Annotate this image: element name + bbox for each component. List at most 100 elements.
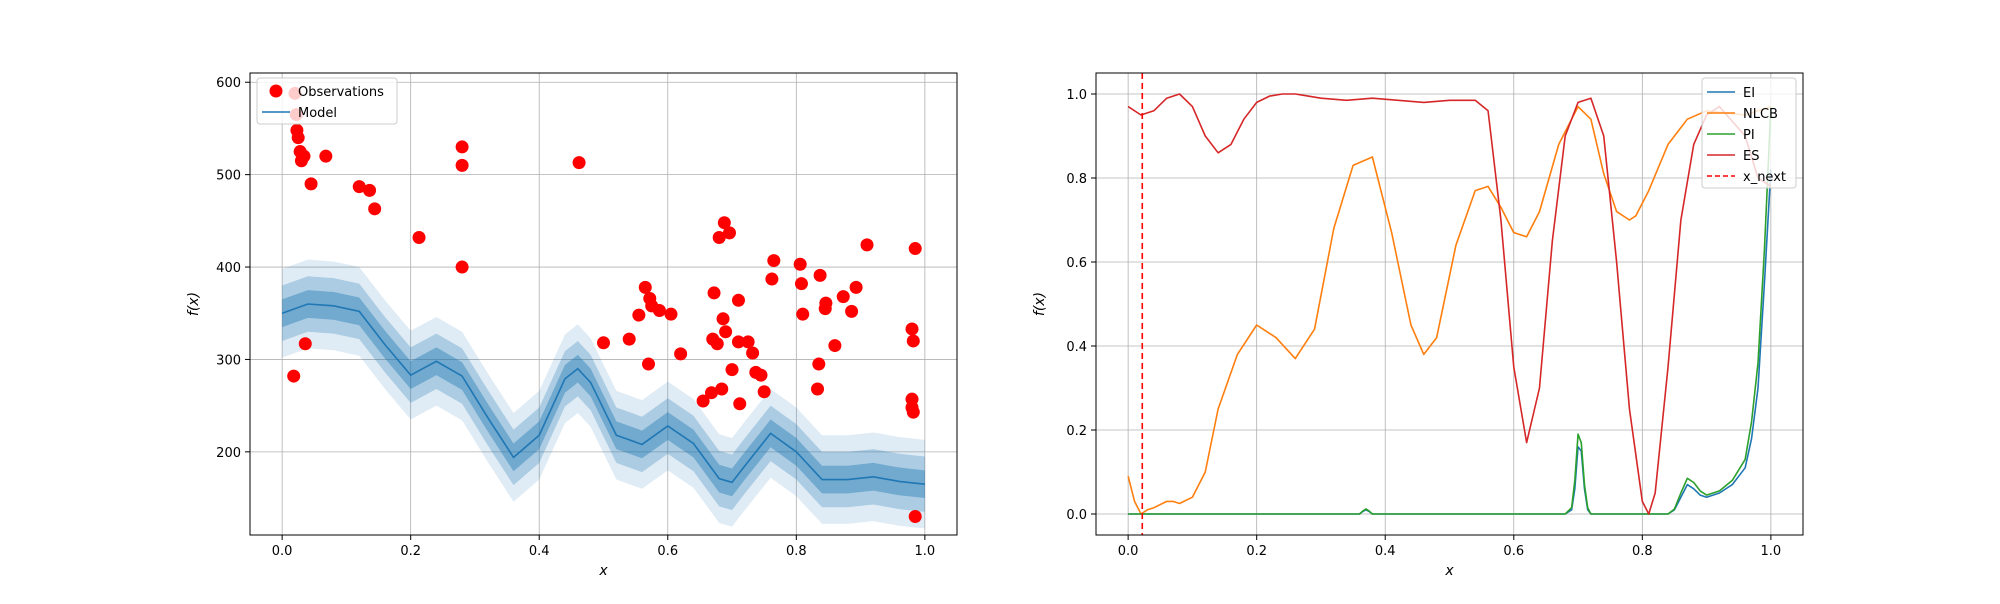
x-tick-label: 0.2 [1246, 544, 1267, 559]
y-axis-label: f(x) [1032, 292, 1048, 316]
observation-point [908, 242, 922, 256]
legend-label-es: ES [1743, 149, 1759, 164]
y-axis-label: f(x) [186, 292, 202, 316]
observation-point [765, 272, 779, 286]
y-tick-label: 500 [216, 169, 241, 184]
legend-label-observations: Observations [298, 85, 384, 100]
observation-point [597, 336, 610, 350]
axes-frame [1095, 72, 1804, 536]
observation-point [652, 303, 666, 317]
observation-point [455, 260, 469, 274]
x-tick-label: 1.0 [1761, 544, 1782, 559]
x-tick-label: 0.0 [272, 544, 293, 559]
observation-point [725, 363, 739, 377]
observation-point [641, 357, 655, 371]
right-plot-acquisition-functions: 0.0 0.2 0.4 0.6 0.8 1.0 0.0 0.2 0.4 0.6 0.8 1.0 x f(x… [1032, 72, 1804, 579]
observation-point [638, 280, 652, 294]
observation-point [754, 368, 768, 382]
legend-marker-observations [269, 84, 283, 98]
axes-frame [249, 72, 958, 536]
series-line-ei [1128, 169, 1772, 515]
legend-label-pi: PI [1743, 128, 1755, 143]
observation-point [793, 257, 807, 271]
observation-point [710, 337, 724, 351]
observation-point [860, 238, 874, 252]
left-plot-gp-model: 0.0 0.2 0.4 0.6 0.8 1.0 200 300 400 500 600 x f(x) Ob… [186, 72, 958, 579]
observation-point [746, 346, 760, 360]
observation-point [455, 140, 469, 154]
legend-label-nlcb: NLCB [1743, 107, 1778, 122]
legend-box [1701, 77, 1797, 189]
x-tick-label: 0.4 [1375, 544, 1396, 559]
x-tick-label: 0.8 [1632, 544, 1653, 559]
observation-point [716, 312, 730, 326]
x-axis-label: x [598, 563, 608, 579]
y-tick-label: 200 [216, 446, 241, 461]
x-tick-label: 0.2 [400, 544, 421, 559]
x-tick-label: 0.4 [529, 544, 550, 559]
observation-point [717, 216, 731, 230]
observation-point [696, 394, 710, 408]
observation-point [412, 230, 426, 244]
observation-point [304, 177, 318, 191]
observation-point [905, 322, 919, 336]
observation-point [796, 307, 810, 321]
series-line-pi [1128, 106, 1772, 515]
observation-point [731, 335, 745, 349]
observation-point [704, 386, 718, 400]
observation-point [363, 183, 377, 197]
y-tick-label: 400 [216, 261, 241, 276]
x-axis-label: x [1444, 563, 1454, 579]
observation-point [664, 307, 678, 321]
y-tick-label: 0.0 [1066, 508, 1087, 523]
observation-point [715, 382, 729, 396]
observation-point [572, 156, 586, 170]
series-line-nlcb [1127, 105, 1772, 515]
observation-point [908, 510, 922, 524]
y-tick-label: 300 [216, 353, 241, 368]
x-tick-label: 0.6 [657, 544, 678, 559]
x-tick-label: 0.6 [1503, 544, 1524, 559]
observation-point [319, 149, 333, 163]
observation-point [741, 335, 755, 349]
model-confidence-band [282, 259, 925, 529]
legend-box [256, 77, 398, 125]
x-tick-label: 0.0 [1118, 544, 1139, 559]
observation-point [811, 382, 825, 396]
observation-point [813, 268, 827, 282]
y-tick-label: 0.4 [1066, 340, 1087, 355]
observation-point [794, 277, 808, 291]
observation-point [707, 286, 721, 300]
observation-point [819, 296, 833, 310]
observation-point [828, 339, 842, 353]
y-tick-label: 1.0 [1066, 88, 1087, 103]
observation-point [836, 290, 850, 304]
observation-point [352, 180, 366, 194]
observation-point [722, 226, 736, 240]
observation-point [757, 385, 771, 399]
observation-point [906, 405, 920, 419]
series-line-es [1127, 93, 1772, 515]
observation-point [291, 131, 305, 145]
y-tick-label: 0.6 [1066, 256, 1087, 271]
observation-point [845, 304, 859, 318]
observation-point [368, 202, 382, 216]
observation-point [712, 230, 726, 244]
observation-point [622, 332, 636, 346]
observation-point [812, 357, 826, 371]
observation-point [298, 337, 312, 351]
y-tick-label: 0.2 [1066, 424, 1087, 439]
y-tick-label: 0.8 [1066, 172, 1087, 187]
legend-label-x-next: x_next [1743, 170, 1786, 185]
x-tick-label: 1.0 [915, 544, 936, 559]
observation-point [767, 254, 781, 268]
observation-point [632, 308, 646, 322]
legend-label-model: Model [298, 106, 337, 121]
observation-point [719, 325, 733, 339]
model-confidence-band [282, 276, 925, 512]
observation-point [297, 149, 311, 163]
observation-point [287, 369, 301, 383]
observation-point [455, 158, 469, 172]
